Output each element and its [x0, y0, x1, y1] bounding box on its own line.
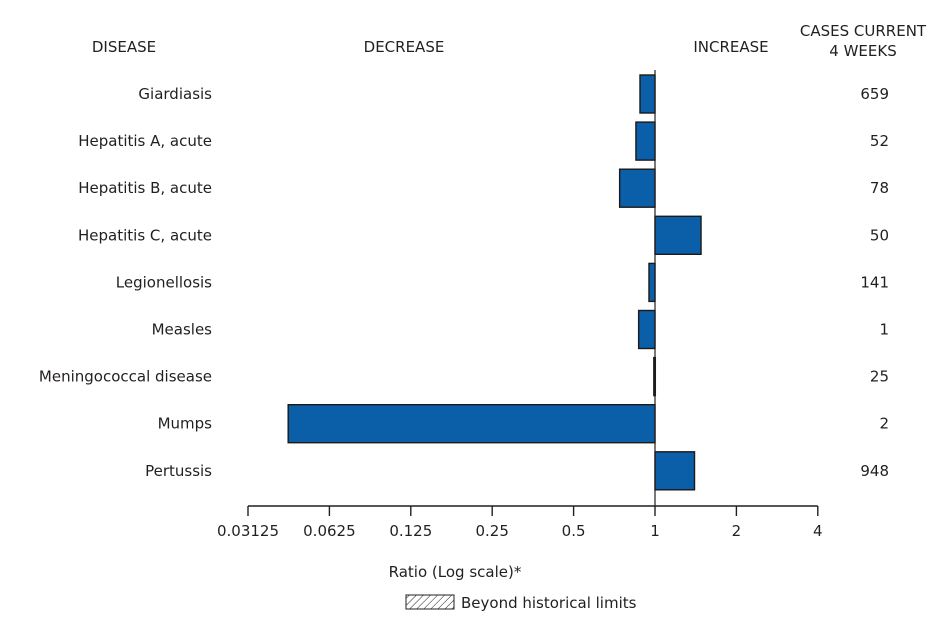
x-tick-label: 0.0625 [303, 522, 356, 540]
x-tick-label: 0.5 [562, 522, 586, 540]
chart-row: Hepatitis A, acute 52 [78, 121, 889, 161]
chart-row: Pertussis 948 [145, 451, 889, 491]
disease-label: Pertussis [145, 462, 212, 480]
chart-row: Giardiasis 659 [138, 74, 889, 114]
ratio-bar [618, 168, 656, 208]
x-axis: 0.03125 0.0625 0.125 0.25 0.5 1 2 4 [217, 70, 823, 540]
x-axis-label: Ratio (Log scale)* [389, 563, 522, 581]
ratio-bar [635, 121, 656, 161]
ratio-bar [654, 451, 696, 491]
ratio-bar [648, 262, 656, 303]
ratio-bar [287, 404, 656, 444]
chart-row: Mumps 2 [158, 404, 889, 444]
header-disease: DISEASE [92, 38, 156, 56]
cases-count: 948 [860, 462, 889, 480]
disease-label: Meningococcal disease [39, 368, 212, 386]
disease-label: Measles [152, 321, 213, 339]
cases-count: 78 [870, 179, 889, 197]
disease-label: Hepatitis B, acute [78, 179, 212, 197]
cases-count: 141 [860, 273, 889, 291]
disease-label: Mumps [158, 415, 213, 433]
cases-count: 25 [870, 368, 889, 386]
x-tick-label: 0.03125 [217, 522, 279, 540]
x-tick-label: 4 [813, 522, 823, 540]
cases-count: 659 [860, 85, 889, 103]
cases-count: 52 [870, 132, 889, 150]
legend-label: Beyond historical limits [461, 594, 637, 612]
chart-row: Measles 1 [152, 309, 889, 350]
header-cases-line1: CASES CURRENT [800, 22, 927, 40]
chart-row: Hepatitis C, acute 50 [78, 215, 889, 256]
x-tick-label: 2 [732, 522, 742, 540]
disease-label: Legionellosis [116, 273, 212, 291]
cases-count: 2 [879, 415, 889, 433]
cases-count: 1 [879, 321, 889, 339]
x-tick-label: 1 [650, 522, 660, 540]
disease-label: Giardiasis [138, 85, 212, 103]
ratio-bar [639, 74, 656, 114]
chart-row: Hepatitis B, acute 78 [78, 168, 889, 208]
ratio-bar [637, 309, 656, 350]
x-tick-label: 0.125 [389, 522, 432, 540]
header-decrease: DECREASE [364, 38, 445, 56]
legend: Beyond historical limits [405, 594, 637, 612]
ratio-bar [654, 215, 702, 256]
x-tick-label: 0.25 [475, 522, 508, 540]
header-increase: INCREASE [693, 38, 768, 56]
disease-label: Hepatitis C, acute [78, 226, 212, 244]
legend-hatch-swatch [405, 594, 455, 610]
chart-row: Legionellosis 141 [116, 262, 889, 303]
chart-row: Meningococcal disease 25 [39, 356, 889, 397]
cases-count: 50 [870, 226, 889, 244]
header-cases-line2: 4 WEEKS [829, 42, 896, 60]
disease-label: Hepatitis A, acute [78, 132, 212, 150]
